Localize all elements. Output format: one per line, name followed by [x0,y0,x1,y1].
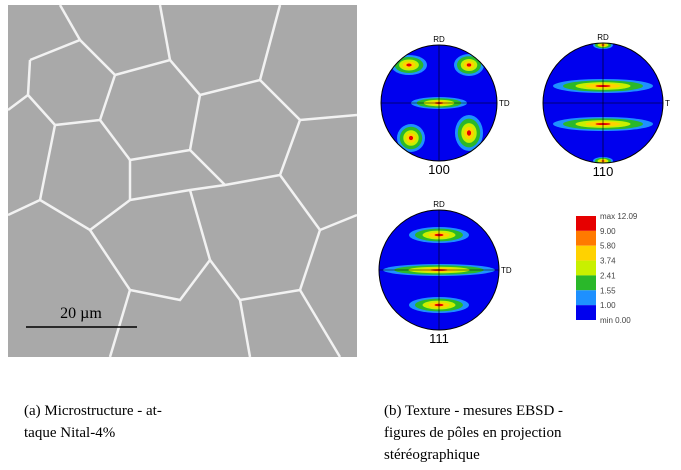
legend-label: min 0.00 [600,316,631,325]
pole-label: 110 [593,164,614,179]
legend-label: 5.80 [600,242,616,251]
pole-figure [543,43,663,163]
legend-swatch [576,305,596,320]
pole-blob [406,63,412,67]
td-label: T [665,99,670,108]
pole-blob [466,130,472,136]
caption-a-line: (a) Microstructure - at- [24,403,162,419]
legend-label: 1.00 [600,301,616,310]
rd-label: RD [433,200,445,209]
legend-label: 3.74 [600,257,616,266]
pole-blob [408,135,414,141]
caption-b-line: figures de pôles en projection [384,425,562,441]
caption-b-line: stéréographique [384,447,480,463]
legend-swatch [576,245,596,261]
micrograph: 20 µm [7,4,358,358]
legend-label: 1.55 [600,286,616,295]
pole-label: 100 [428,162,450,177]
legend-label: 2.41 [600,271,616,280]
captions: (a) Microstructure - at- taque Nital-4% … [24,403,563,463]
caption-a-line: taque Nital-4% [24,425,115,441]
legend-swatch [576,216,596,231]
legend-label: 9.00 [600,227,616,236]
caption-b-line: (b) Texture - mesures EBSD - [384,403,563,419]
pole-label: 111 [429,331,449,346]
legend-swatch [576,290,596,306]
legend-swatch [576,230,596,246]
legend-swatch [576,275,596,291]
pole-figures: RD TD 100 RD T 110 RD TD 111 [378,33,670,346]
legend-swatch [576,260,596,276]
pole-blob [466,63,472,67]
legend-label: max 12.09 [600,212,638,221]
td-label: TD [499,99,510,108]
td-label: TD [501,266,512,275]
rd-label: RD [433,35,445,44]
rd-label: RD [597,33,609,42]
scale-bar-label: 20 µm [60,305,102,322]
grain-boundaries [7,4,358,358]
legend: max 12.09 9.00 5.80 3.74 2.41 1.55 1.00 min 0.0… [576,212,638,325]
